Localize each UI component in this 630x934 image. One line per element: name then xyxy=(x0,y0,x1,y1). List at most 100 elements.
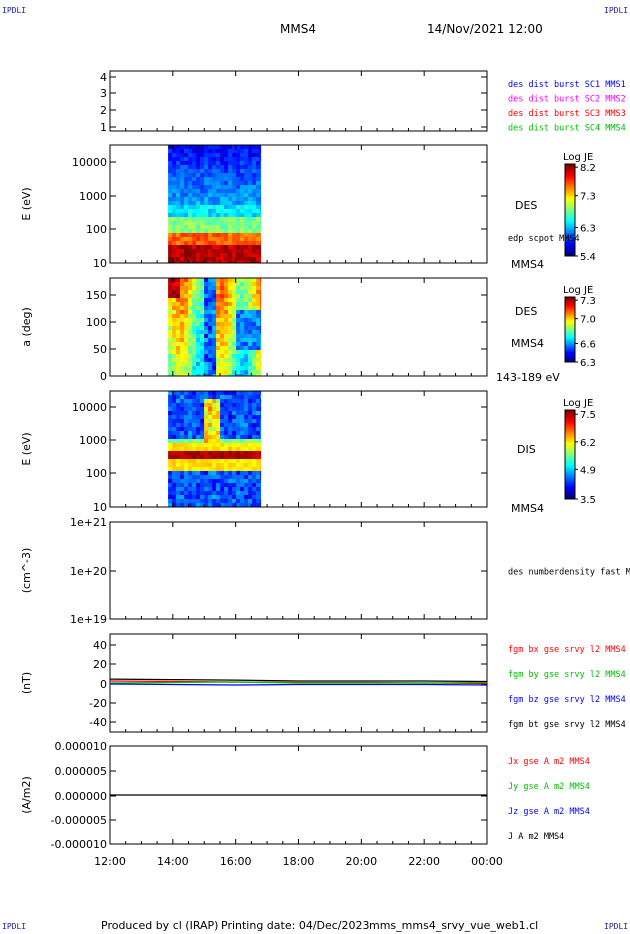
panel2-heatmap-cell xyxy=(248,197,253,202)
panel4-colorbar-cell xyxy=(565,430,575,433)
panel4-heatmap-cell xyxy=(204,419,209,424)
panel4-heatmap-cell xyxy=(184,455,189,460)
panel3-heatmap-cell xyxy=(248,286,253,291)
panel3-heatmap-cell xyxy=(232,330,237,335)
panel2-heatmap-cell xyxy=(200,221,205,226)
panel4-colorbar-cell xyxy=(565,418,575,422)
corner-label-top-left: IPDLI xyxy=(2,6,27,15)
panel2-heatmap-cell xyxy=(216,249,221,254)
panel3-heatmap-cell xyxy=(212,298,217,303)
panel4-heatmap-cell xyxy=(232,439,237,444)
panel2-heatmap-cell xyxy=(172,197,177,202)
panel4-heatmap-cell xyxy=(212,407,217,412)
panel4-heatmap-cell xyxy=(168,411,173,416)
panel4-heatmap-cell xyxy=(240,399,245,404)
panel3-heatmap-cell xyxy=(228,366,233,371)
panel4-heatmap-cell xyxy=(216,491,221,496)
panel2-heatmap-cell xyxy=(256,173,261,178)
panel4-heatmap-cell xyxy=(180,395,185,400)
panel2-heatmap-cell xyxy=(228,241,233,246)
panel4-heatmap-cell xyxy=(236,479,241,484)
panel4-heatmap-cell xyxy=(252,407,257,412)
panel4-heatmap-cell xyxy=(168,415,173,420)
panel3-heatmap-cell xyxy=(220,298,225,303)
panel2-heatmap-cell xyxy=(216,257,221,262)
panel6-ytick-label: 0 xyxy=(100,678,107,691)
panel2-heatmap-cell xyxy=(184,169,189,174)
panel4-heatmap-cell xyxy=(244,455,249,460)
panel4-colorbar-cell xyxy=(565,421,575,424)
panel4-heatmap-cell xyxy=(200,411,205,416)
panel4-heatmap-cell xyxy=(192,411,197,416)
panel2-heatmap-cell xyxy=(256,205,261,210)
panel4-heatmap-cell xyxy=(244,443,249,448)
panel2-heatmap-cell xyxy=(256,165,261,170)
panel4-heatmap-cell xyxy=(224,491,229,496)
panel2-heatmap-cell xyxy=(188,201,193,206)
panel3-heatmap-cell xyxy=(168,350,173,355)
panel2-heatmap-cell xyxy=(176,169,181,174)
panel4-heatmap-cell xyxy=(188,427,193,432)
panel3-heatmap-cell xyxy=(232,338,237,343)
panel4-heatmap-cell xyxy=(192,459,197,464)
panel2-heatmap-cell xyxy=(260,173,262,178)
panel4-heatmap-cell xyxy=(220,459,225,464)
panel3-colorbar-cell xyxy=(565,339,575,342)
panel4-heatmap-cell xyxy=(244,403,249,408)
panel3-heatmap-cell xyxy=(196,354,201,359)
panel2-heatmap-cell xyxy=(184,229,189,234)
panel3-heatmap-cell xyxy=(200,302,205,307)
panel4-heatmap-cell xyxy=(212,491,217,496)
panel2-heatmap-cell xyxy=(216,169,221,174)
panel4-heatmap-cell xyxy=(240,491,245,496)
panel2-heatmap-cell xyxy=(240,185,245,190)
panel4-heatmap-cell xyxy=(252,495,257,500)
panel2-heatmap-cell xyxy=(208,205,213,210)
panel4-heatmap-cell xyxy=(184,443,189,448)
panel3-heatmap-cell xyxy=(188,350,193,355)
panel3-heatmap-cell xyxy=(184,286,189,291)
panel3-heatmap-cell xyxy=(240,358,245,363)
panel3-heatmap-cell xyxy=(192,294,197,299)
panel2-heatmap-cell xyxy=(200,233,205,238)
panel3-heatmap-cell xyxy=(248,326,253,331)
panel3-heatmap-cell xyxy=(256,346,261,351)
panel4-heatmap-cell xyxy=(252,503,257,508)
panel4-heatmap-cell xyxy=(192,443,197,448)
panel4-heatmap-cell xyxy=(248,459,253,464)
panel2-heatmap-cell xyxy=(256,153,261,158)
panel4-heatmap-cell xyxy=(244,479,249,484)
panel2-colorbar-cell xyxy=(565,164,575,167)
panel3-heatmap-cell xyxy=(188,302,193,307)
panel4-heatmap-cell xyxy=(192,487,197,492)
panel3-heatmap-cell xyxy=(252,342,257,347)
panel4-ytick-label: 100 xyxy=(86,467,107,480)
panel4-heatmap-cell xyxy=(220,419,225,424)
panel4-heatmap-cell xyxy=(208,503,213,508)
panel2-colorbar-cell xyxy=(565,200,575,204)
panel4-heatmap-cell xyxy=(224,435,229,440)
panel2-heatmap-cell xyxy=(248,257,253,262)
panel2-heatmap-cell xyxy=(188,237,193,242)
panel3-heatmap-cell xyxy=(176,350,181,355)
panel2-heatmap-cell xyxy=(244,149,249,154)
panel4-heatmap-cell xyxy=(200,463,205,468)
panel3-heatmap-cell xyxy=(172,310,177,315)
panel3-heatmap-cell xyxy=(200,350,205,355)
panel4-heatmap-cell xyxy=(224,475,229,480)
panel2-heatmap-cell xyxy=(208,193,213,198)
panel2-heatmap-cell xyxy=(252,221,257,226)
panel2-heatmap-cell xyxy=(192,205,197,210)
panel4-heatmap-cell xyxy=(244,491,249,496)
footer-filename: mms_mms4_srvy_vue_web1.cl xyxy=(369,919,539,932)
panel4-heatmap-cell xyxy=(188,395,193,400)
panel2-ytick-label: 10 xyxy=(93,257,107,270)
panel2-heatmap-cell xyxy=(244,173,249,178)
panel2-heatmap-cell xyxy=(180,185,185,190)
panel2-heatmap-cell xyxy=(204,185,209,190)
panel2-heatmap-cell xyxy=(216,225,221,230)
panel3-heatmap-cell xyxy=(220,322,225,327)
panel2-heatmap-cell xyxy=(172,257,177,262)
panel3-heatmap-cell xyxy=(220,334,225,339)
panel4-heatmap-cell xyxy=(172,419,177,424)
